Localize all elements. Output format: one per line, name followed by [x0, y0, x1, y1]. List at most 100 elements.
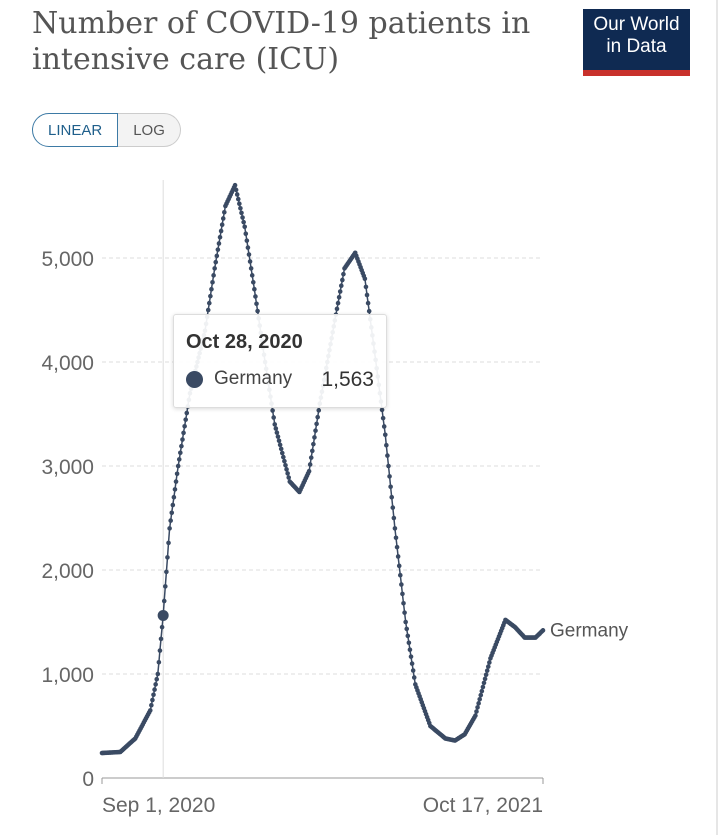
data-point	[306, 468, 312, 474]
data-point	[247, 259, 253, 264]
data-point	[150, 697, 155, 703]
data-point	[211, 273, 216, 278]
data-point	[208, 293, 213, 299]
data-point	[314, 421, 319, 427]
page-border	[716, 0, 718, 835]
data-point	[402, 610, 407, 615]
data-point	[158, 636, 164, 642]
data-point	[174, 471, 180, 477]
data-point	[394, 544, 400, 550]
data-point	[216, 241, 222, 246]
tooltip-series: Germany	[214, 368, 293, 389]
data-point	[232, 182, 238, 188]
data-point	[393, 535, 399, 541]
data-point	[362, 276, 368, 282]
data-point	[336, 294, 342, 300]
data-point	[184, 410, 190, 416]
data-point	[475, 705, 480, 710]
data-point	[479, 688, 485, 694]
data-point	[246, 252, 252, 257]
data-point	[283, 462, 288, 468]
data-point	[401, 600, 406, 606]
data-point	[311, 441, 316, 447]
data-point	[403, 619, 408, 625]
data-point	[241, 219, 246, 225]
data-point	[244, 238, 250, 243]
y-tick-label: 3,000	[41, 456, 94, 479]
data-point	[485, 664, 491, 669]
data-point	[340, 277, 345, 283]
data-point	[312, 435, 317, 440]
highlight-point	[157, 609, 169, 621]
data-point	[170, 502, 176, 508]
data-point	[338, 283, 344, 289]
data-point	[249, 273, 255, 278]
data-point	[255, 308, 260, 314]
data-point	[473, 713, 478, 718]
data-point	[172, 487, 178, 492]
data-point	[481, 680, 487, 686]
data-point	[379, 407, 385, 413]
data-point	[409, 661, 415, 666]
log-button[interactable]: LOG	[118, 113, 181, 147]
data-point	[176, 457, 182, 462]
data-point	[540, 628, 546, 633]
data-point	[395, 554, 401, 559]
data-point	[474, 709, 479, 714]
data-point	[277, 442, 283, 448]
data-point	[243, 231, 249, 237]
data-point	[219, 222, 225, 228]
data-point	[218, 228, 224, 234]
data-point	[341, 271, 346, 277]
series-color-dot-icon	[186, 371, 203, 388]
tooltip-value: 1,563	[321, 368, 374, 391]
data-point	[480, 684, 486, 690]
data-point	[408, 654, 414, 659]
data-point	[397, 572, 403, 578]
data-point	[308, 455, 314, 460]
data-point	[400, 591, 405, 597]
linear-button[interactable]: LINEAR	[32, 113, 119, 147]
data-point	[385, 453, 390, 458]
data-point	[396, 563, 402, 569]
data-point	[276, 438, 282, 444]
data-point	[399, 582, 404, 587]
data-point	[335, 300, 341, 306]
data-point	[310, 448, 315, 454]
data-point	[390, 505, 396, 510]
data-point	[233, 187, 239, 193]
data-point	[217, 234, 223, 240]
data-point	[389, 494, 395, 500]
data-point	[214, 253, 220, 259]
data-point	[165, 555, 170, 560]
data-point	[250, 279, 256, 285]
data-point	[206, 300, 212, 306]
data-point	[182, 423, 187, 429]
data-point	[213, 259, 219, 265]
data-point	[151, 692, 156, 698]
data-point	[155, 671, 161, 677]
data-point	[210, 279, 215, 285]
data-point	[238, 206, 243, 211]
y-tick-label: 2,000	[41, 560, 94, 583]
data-point	[391, 515, 397, 521]
data-point	[282, 458, 287, 464]
data-point	[161, 598, 167, 604]
y-tick-label: 5,000	[41, 248, 94, 271]
data-point	[388, 484, 393, 490]
series-label-germany: Germany	[550, 620, 629, 641]
data-point	[307, 462, 313, 467]
owid-logo[interactable]: Our World in Data	[583, 9, 690, 76]
data-point	[237, 201, 242, 206]
data-point	[220, 216, 226, 221]
data-point	[285, 471, 290, 476]
data-point	[279, 450, 285, 456]
data-point	[273, 426, 279, 431]
data-point	[478, 692, 484, 698]
data-point	[156, 659, 162, 665]
data-point	[167, 526, 172, 531]
data-point	[380, 415, 386, 421]
data-point	[286, 475, 292, 480]
data-point	[384, 442, 389, 448]
